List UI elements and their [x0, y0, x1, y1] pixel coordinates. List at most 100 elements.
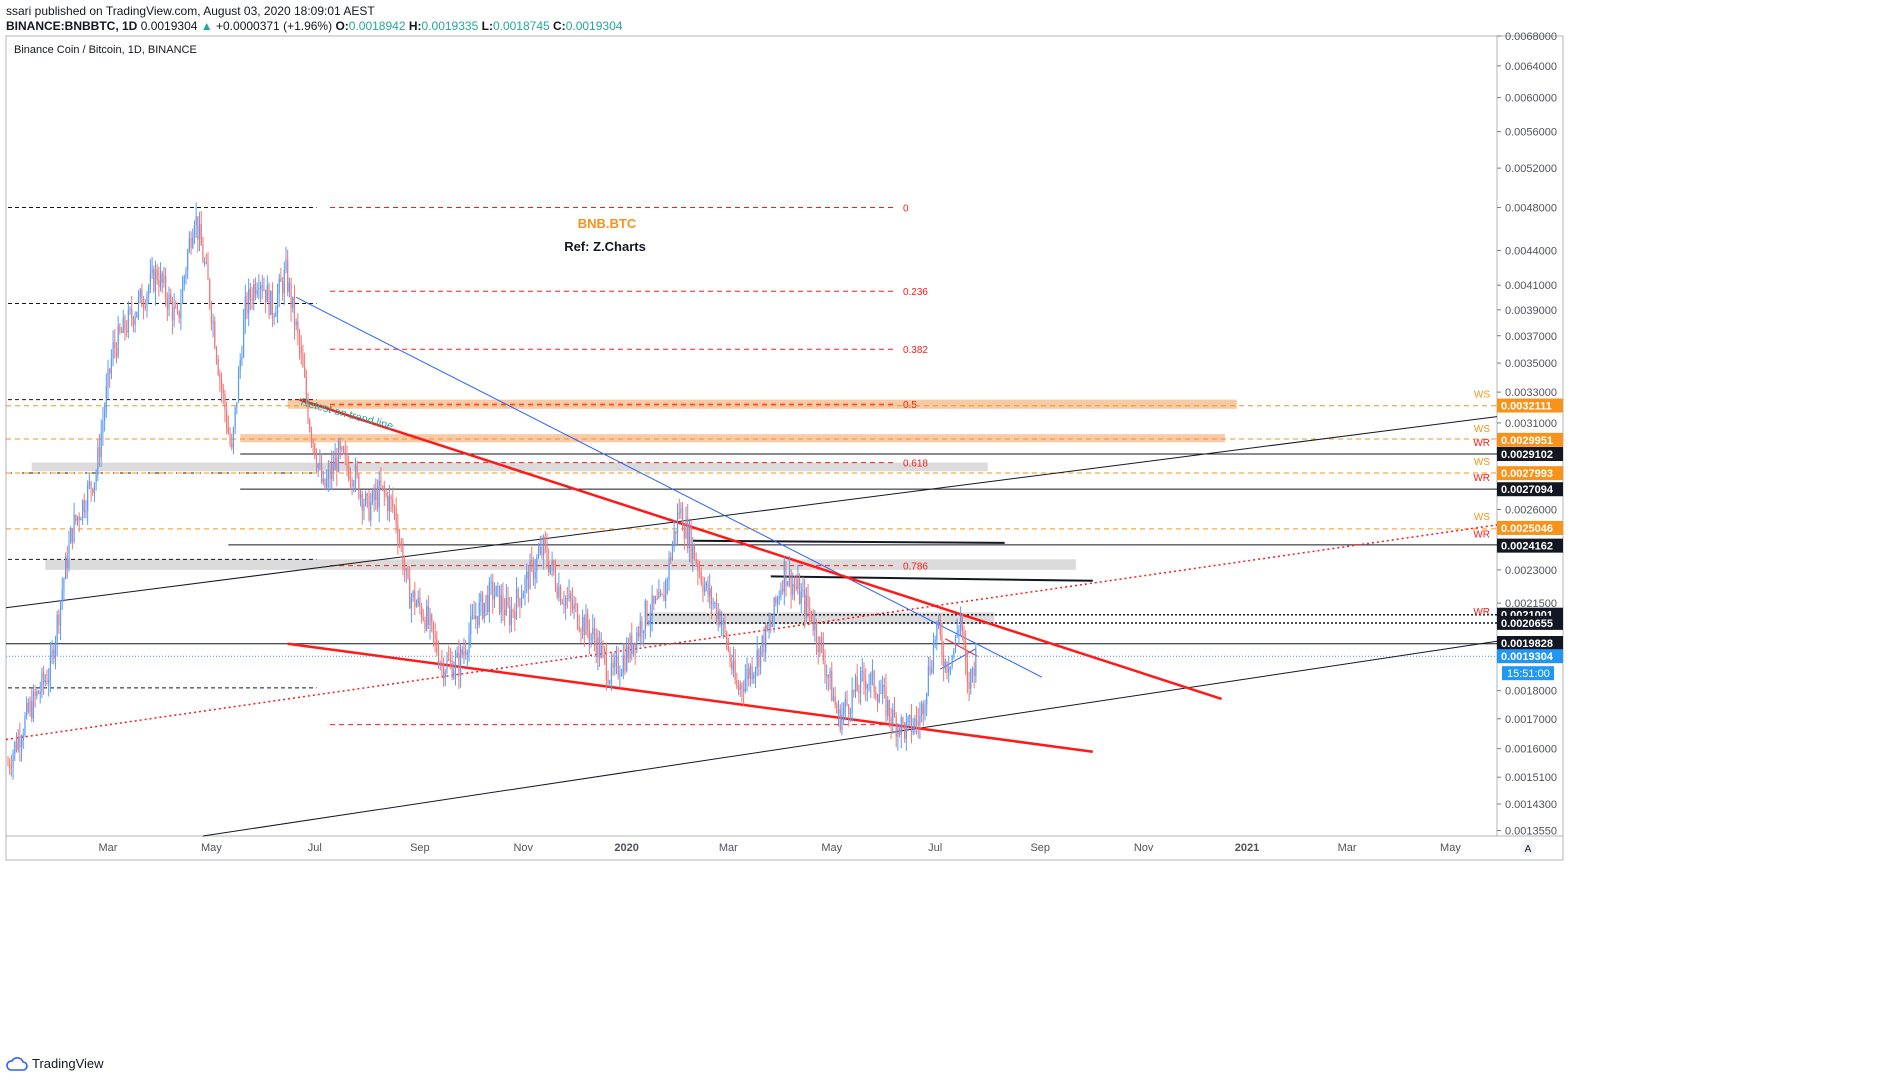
- fib-level-label: 0.382: [903, 345, 928, 356]
- candle-body: [676, 512, 679, 534]
- candle-body: [148, 287, 150, 295]
- candle-body: [180, 303, 182, 319]
- candle-body: [29, 701, 31, 712]
- candle-body: [568, 593, 570, 599]
- candle-body: [424, 619, 426, 629]
- candle-body: [243, 319, 245, 357]
- candle-body: [778, 597, 780, 599]
- candle-body: [919, 715, 921, 725]
- y-tick-label: 0.0060000: [1505, 93, 1557, 105]
- candle-body: [776, 597, 779, 604]
- candle-body: [592, 628, 594, 635]
- candle-body: [473, 615, 475, 620]
- price-label-kind: WS: [1474, 390, 1490, 401]
- candle-body: [258, 288, 260, 290]
- price-label-box: [1497, 482, 1563, 497]
- candle-body: [971, 668, 974, 670]
- candle-body: [507, 597, 509, 606]
- candle-body: [385, 493, 387, 496]
- candle-body: [695, 559, 697, 564]
- last-price-value: 0.0019304: [1501, 651, 1554, 663]
- candle-body: [787, 582, 789, 586]
- candle-body: [837, 709, 840, 713]
- candle-body: [426, 606, 428, 629]
- x-tick-label: May: [1440, 842, 1461, 854]
- open-label: O:: [335, 19, 349, 33]
- candle-body: [612, 663, 614, 668]
- price-label-box: [1497, 398, 1563, 413]
- candle-body: [765, 625, 767, 653]
- candle-body: [54, 641, 57, 660]
- symbol-name[interactable]: BINANCE:BNBBTC, 1D: [6, 19, 138, 33]
- candle-body: [804, 589, 806, 615]
- candle-body: [956, 632, 958, 636]
- candle-body: [754, 668, 757, 675]
- candle-body: [849, 713, 852, 715]
- candle-body: [441, 663, 443, 665]
- candle-body: [315, 456, 318, 468]
- candle-body: [480, 594, 482, 603]
- price-label-box: [1497, 615, 1563, 630]
- candle-body: [809, 607, 811, 611]
- candle-body: [327, 470, 329, 479]
- candle-body: [482, 594, 484, 619]
- candle-body: [397, 525, 399, 541]
- candle-body: [76, 516, 79, 521]
- y-tick-label: 0.0017000: [1505, 714, 1557, 726]
- candle-body: [927, 666, 929, 693]
- candle-body: [688, 526, 690, 549]
- candle-body: [717, 611, 719, 620]
- candle-body: [126, 330, 128, 333]
- candle-body: [317, 464, 319, 468]
- candle-body: [251, 298, 253, 302]
- candle-body: [348, 466, 350, 480]
- candle-body: [665, 580, 667, 602]
- price-label-box: [1497, 520, 1563, 535]
- candle-body: [705, 582, 707, 587]
- candle-body: [709, 588, 711, 597]
- candle-body: [263, 289, 265, 291]
- candle-body: [297, 321, 299, 334]
- x-tick-label: Sep: [410, 842, 430, 854]
- x-tick-label: 2021: [1235, 842, 1259, 854]
- candle-body: [170, 294, 172, 303]
- candle-body: [797, 579, 799, 589]
- candle-body: [295, 321, 297, 325]
- candle-body: [719, 611, 721, 626]
- candle-body: [522, 593, 524, 599]
- candle-body: [443, 663, 445, 679]
- tradingview-logo[interactable]: TradingView: [6, 1056, 104, 1071]
- candle-body: [414, 591, 416, 608]
- candle-body: [246, 296, 248, 314]
- candle-body: [597, 637, 599, 657]
- fib-level-label: 0: [903, 204, 909, 215]
- candle-body: [90, 481, 92, 489]
- brand-name: TradingView: [32, 1056, 104, 1071]
- candle-body: [278, 278, 280, 294]
- candle-body: [924, 704, 926, 714]
- candle-body: [519, 598, 521, 606]
- candle-body: [70, 528, 72, 544]
- candle-body: [271, 290, 274, 318]
- candle-body: [598, 637, 601, 658]
- candle-body: [748, 668, 750, 679]
- candle-body: [105, 386, 107, 410]
- price-label-value: 0.0029102: [1501, 449, 1553, 461]
- candle-body: [395, 507, 397, 526]
- candle-body: [604, 648, 606, 655]
- candle-body: [388, 496, 390, 511]
- candle-body: [451, 660, 453, 679]
- candle-body: [298, 333, 301, 348]
- candle-body: [704, 586, 706, 593]
- candle-body: [217, 359, 219, 375]
- candle-body: [517, 588, 519, 599]
- candle-body: [910, 715, 913, 733]
- candle-body: [44, 680, 46, 683]
- red-channel-bottom: [287, 642, 1093, 753]
- candle-body: [24, 716, 26, 735]
- candle-body: [826, 675, 828, 677]
- candle-body: [339, 441, 341, 450]
- candle-body: [682, 508, 684, 531]
- red-channel-top: [299, 398, 1223, 701]
